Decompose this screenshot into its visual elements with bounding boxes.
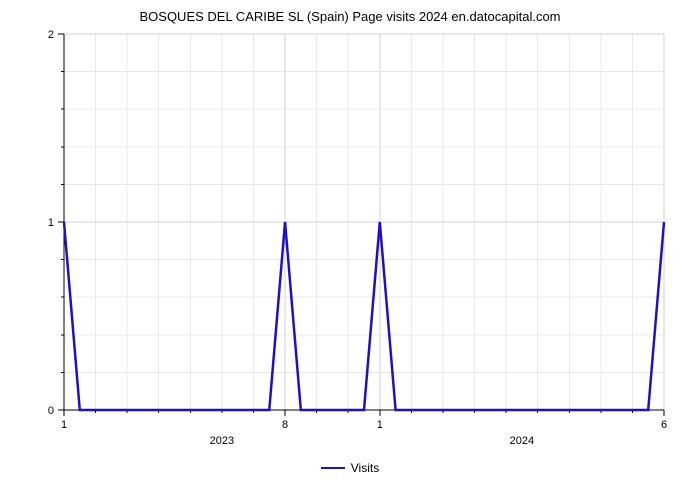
svg-text:1: 1 xyxy=(377,419,383,431)
legend: Visits xyxy=(0,456,700,475)
svg-text:6: 6 xyxy=(661,419,667,431)
svg-text:2023: 2023 xyxy=(210,435,234,447)
legend-item-visits: Visits xyxy=(321,461,379,475)
svg-text:8: 8 xyxy=(282,419,288,431)
chart-title: BOSQUES DEL CARIBE SL (Spain) Page visit… xyxy=(0,8,700,26)
svg-text:1: 1 xyxy=(61,419,67,431)
svg-text:2024: 2024 xyxy=(510,435,534,447)
chart-svg: 012181620232024 xyxy=(30,30,670,450)
legend-swatch xyxy=(321,467,345,469)
plot-area: 012181620232024 xyxy=(30,30,670,450)
svg-text:2: 2 xyxy=(48,30,54,41)
svg-text:1: 1 xyxy=(48,217,54,229)
svg-text:0: 0 xyxy=(48,405,54,417)
legend-label: Visits xyxy=(351,461,379,475)
figure: BOSQUES DEL CARIBE SL (Spain) Page visit… xyxy=(0,0,700,500)
